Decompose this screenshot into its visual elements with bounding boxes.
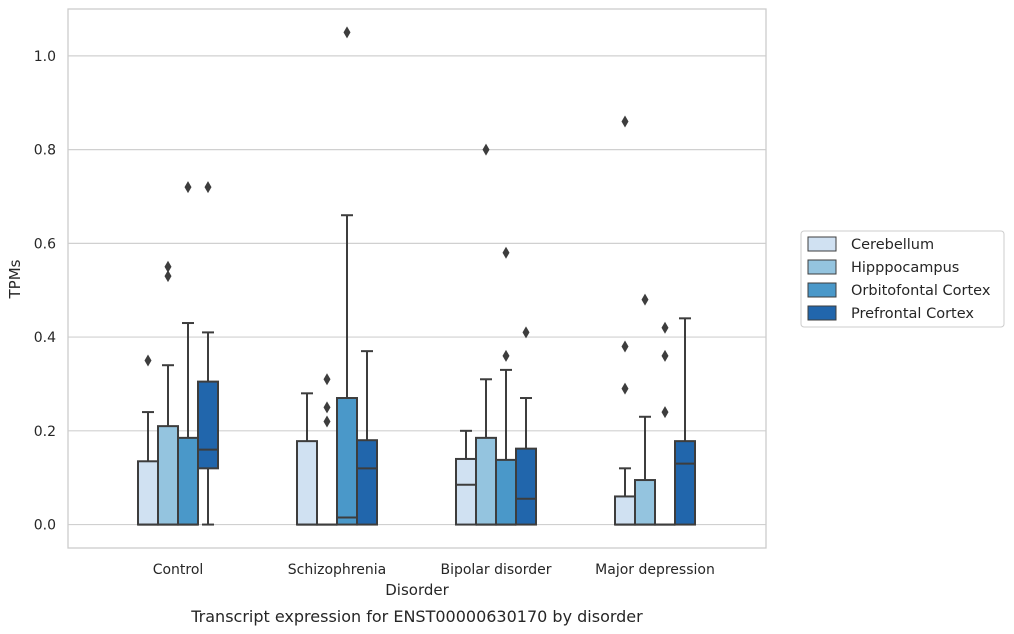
x-tick-label: Major depression: [595, 562, 715, 578]
outlier-point: [661, 321, 669, 334]
outlier-point: [502, 349, 510, 362]
y-tick-label: 0.2: [34, 424, 56, 440]
box-element: [495, 246, 517, 526]
outlier-point: [502, 246, 510, 259]
x-tick-label: Bipolar disorder: [440, 562, 551, 578]
box-element: [515, 326, 537, 526]
box-iqr: [614, 495, 636, 526]
x-tick-label: Schizophrenia: [288, 562, 386, 578]
box-element: [654, 321, 676, 526]
box-iqr: [475, 436, 497, 526]
box-iqr: [674, 440, 696, 526]
box-element: [316, 373, 338, 526]
outlier-point: [204, 181, 212, 194]
legend: Cerebellum Hipppocampus Orbitofontal Corte…: [800, 230, 1005, 328]
box-iqr: [515, 447, 537, 526]
box-iqr: [137, 460, 159, 526]
box-element: [177, 181, 199, 526]
outlier-point: [323, 373, 331, 386]
outlier-point: [621, 115, 629, 128]
y-axis-label: TPMs: [6, 259, 24, 299]
outlier-point: [482, 143, 490, 156]
outlier-point: [164, 270, 172, 283]
y-tick-label: 0.6: [34, 236, 56, 252]
outlier-point: [522, 326, 530, 339]
legend-swatch: [807, 305, 837, 321]
outlier-point: [661, 406, 669, 419]
box-iqr: [356, 439, 378, 526]
box-element: [455, 429, 477, 526]
legend-label: Prefrontal Cortex: [851, 306, 974, 322]
x-axis-ticks: Control Schizophrenia Bipolar disorder Majo…: [153, 562, 715, 578]
outlier-point: [164, 260, 172, 273]
y-tick-label: 0.4: [34, 330, 56, 346]
box-element: [296, 392, 318, 526]
box-iqr: [495, 458, 517, 526]
box-element: [634, 293, 656, 526]
box-iqr: [157, 425, 179, 526]
y-tick-label: 0.0: [34, 518, 56, 534]
outlier-point: [184, 181, 192, 194]
legend-swatch: [807, 282, 837, 298]
box-element: [157, 260, 179, 526]
outlier-point: [641, 293, 649, 306]
box-iqr: [177, 436, 199, 526]
legend-label: Orbitofontal Cortex: [851, 283, 991, 299]
box-element: [137, 354, 159, 526]
outlier-point: [144, 354, 152, 367]
box-element: [475, 143, 497, 526]
plot-area-frame: [67, 8, 767, 549]
y-axis-ticks: 0.0 0.2 0.4 0.6 0.8 1.0: [34, 49, 56, 534]
outlier-point: [323, 415, 331, 428]
box-iqr: [296, 440, 318, 526]
boxes: [137, 26, 696, 526]
legend-swatch: [807, 259, 837, 275]
box-iqr: [455, 457, 477, 526]
box-element: [674, 317, 696, 526]
outlier-point: [661, 349, 669, 362]
legend-frame: [800, 230, 1005, 328]
chart-caption: Transcript expression for ENST0000063017…: [190, 607, 643, 626]
box-iqr: [634, 479, 656, 526]
x-tick-label: Control: [153, 562, 204, 578]
box-iqr: [197, 380, 219, 470]
outlier-point: [323, 401, 331, 414]
outlier-point: [343, 26, 351, 39]
legend-label: Hipppocampus: [851, 260, 959, 276]
box-element: [197, 181, 219, 526]
outlier-point: [621, 382, 629, 395]
outlier-point: [621, 340, 629, 353]
box-iqr: [336, 397, 358, 526]
legend-label: Cerebellum: [851, 237, 934, 253]
y-tick-label: 1.0: [34, 49, 56, 65]
y-tick-label: 0.8: [34, 143, 56, 159]
box-element: [336, 26, 358, 526]
legend-swatch: [807, 236, 837, 252]
x-axis-label: Disorder: [385, 581, 449, 599]
box-element: [614, 115, 636, 526]
box-element: [356, 350, 378, 526]
